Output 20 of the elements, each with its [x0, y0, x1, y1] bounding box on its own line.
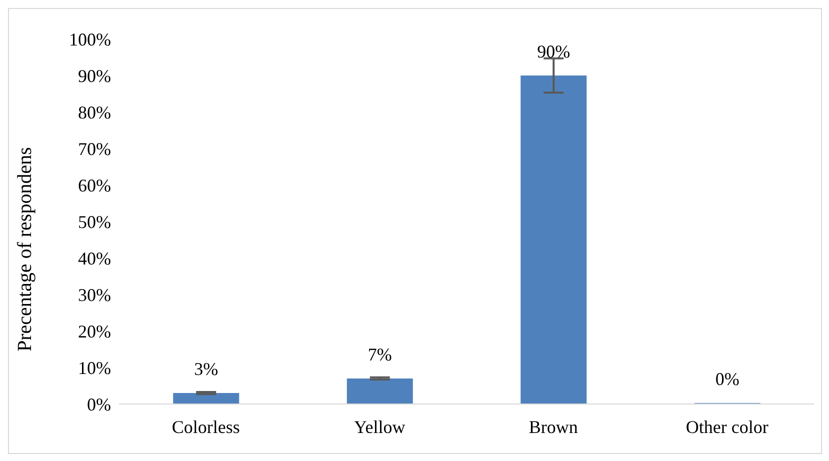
y-axis-title: Precentage of respondens [14, 146, 36, 352]
data-label: 7% [368, 344, 392, 364]
data-label: 3% [194, 359, 218, 380]
y-tick-label: 0% [87, 394, 111, 414]
y-tick-label: 60% [78, 175, 111, 196]
x-tick-label: Yellow [354, 416, 406, 437]
data-label: 90% [537, 42, 570, 62]
x-tick-label: Colorless [172, 416, 240, 437]
y-tick-label: 10% [78, 358, 111, 378]
y-tick-label: 70% [78, 138, 111, 159]
x-tick-label: Other color [686, 416, 768, 437]
y-tick-label: 90% [78, 66, 111, 86]
y-tick-label: 100% [69, 29, 111, 50]
data-label: 0% [715, 369, 740, 389]
y-tick-label: 40% [78, 248, 111, 268]
y-tick-label: 80% [78, 102, 111, 122]
y-tick-label: 20% [78, 321, 111, 342]
y-tick-label: 30% [78, 284, 111, 305]
y-tick-label: 50% [78, 212, 111, 232]
x-tick-label: Brown [528, 416, 578, 437]
